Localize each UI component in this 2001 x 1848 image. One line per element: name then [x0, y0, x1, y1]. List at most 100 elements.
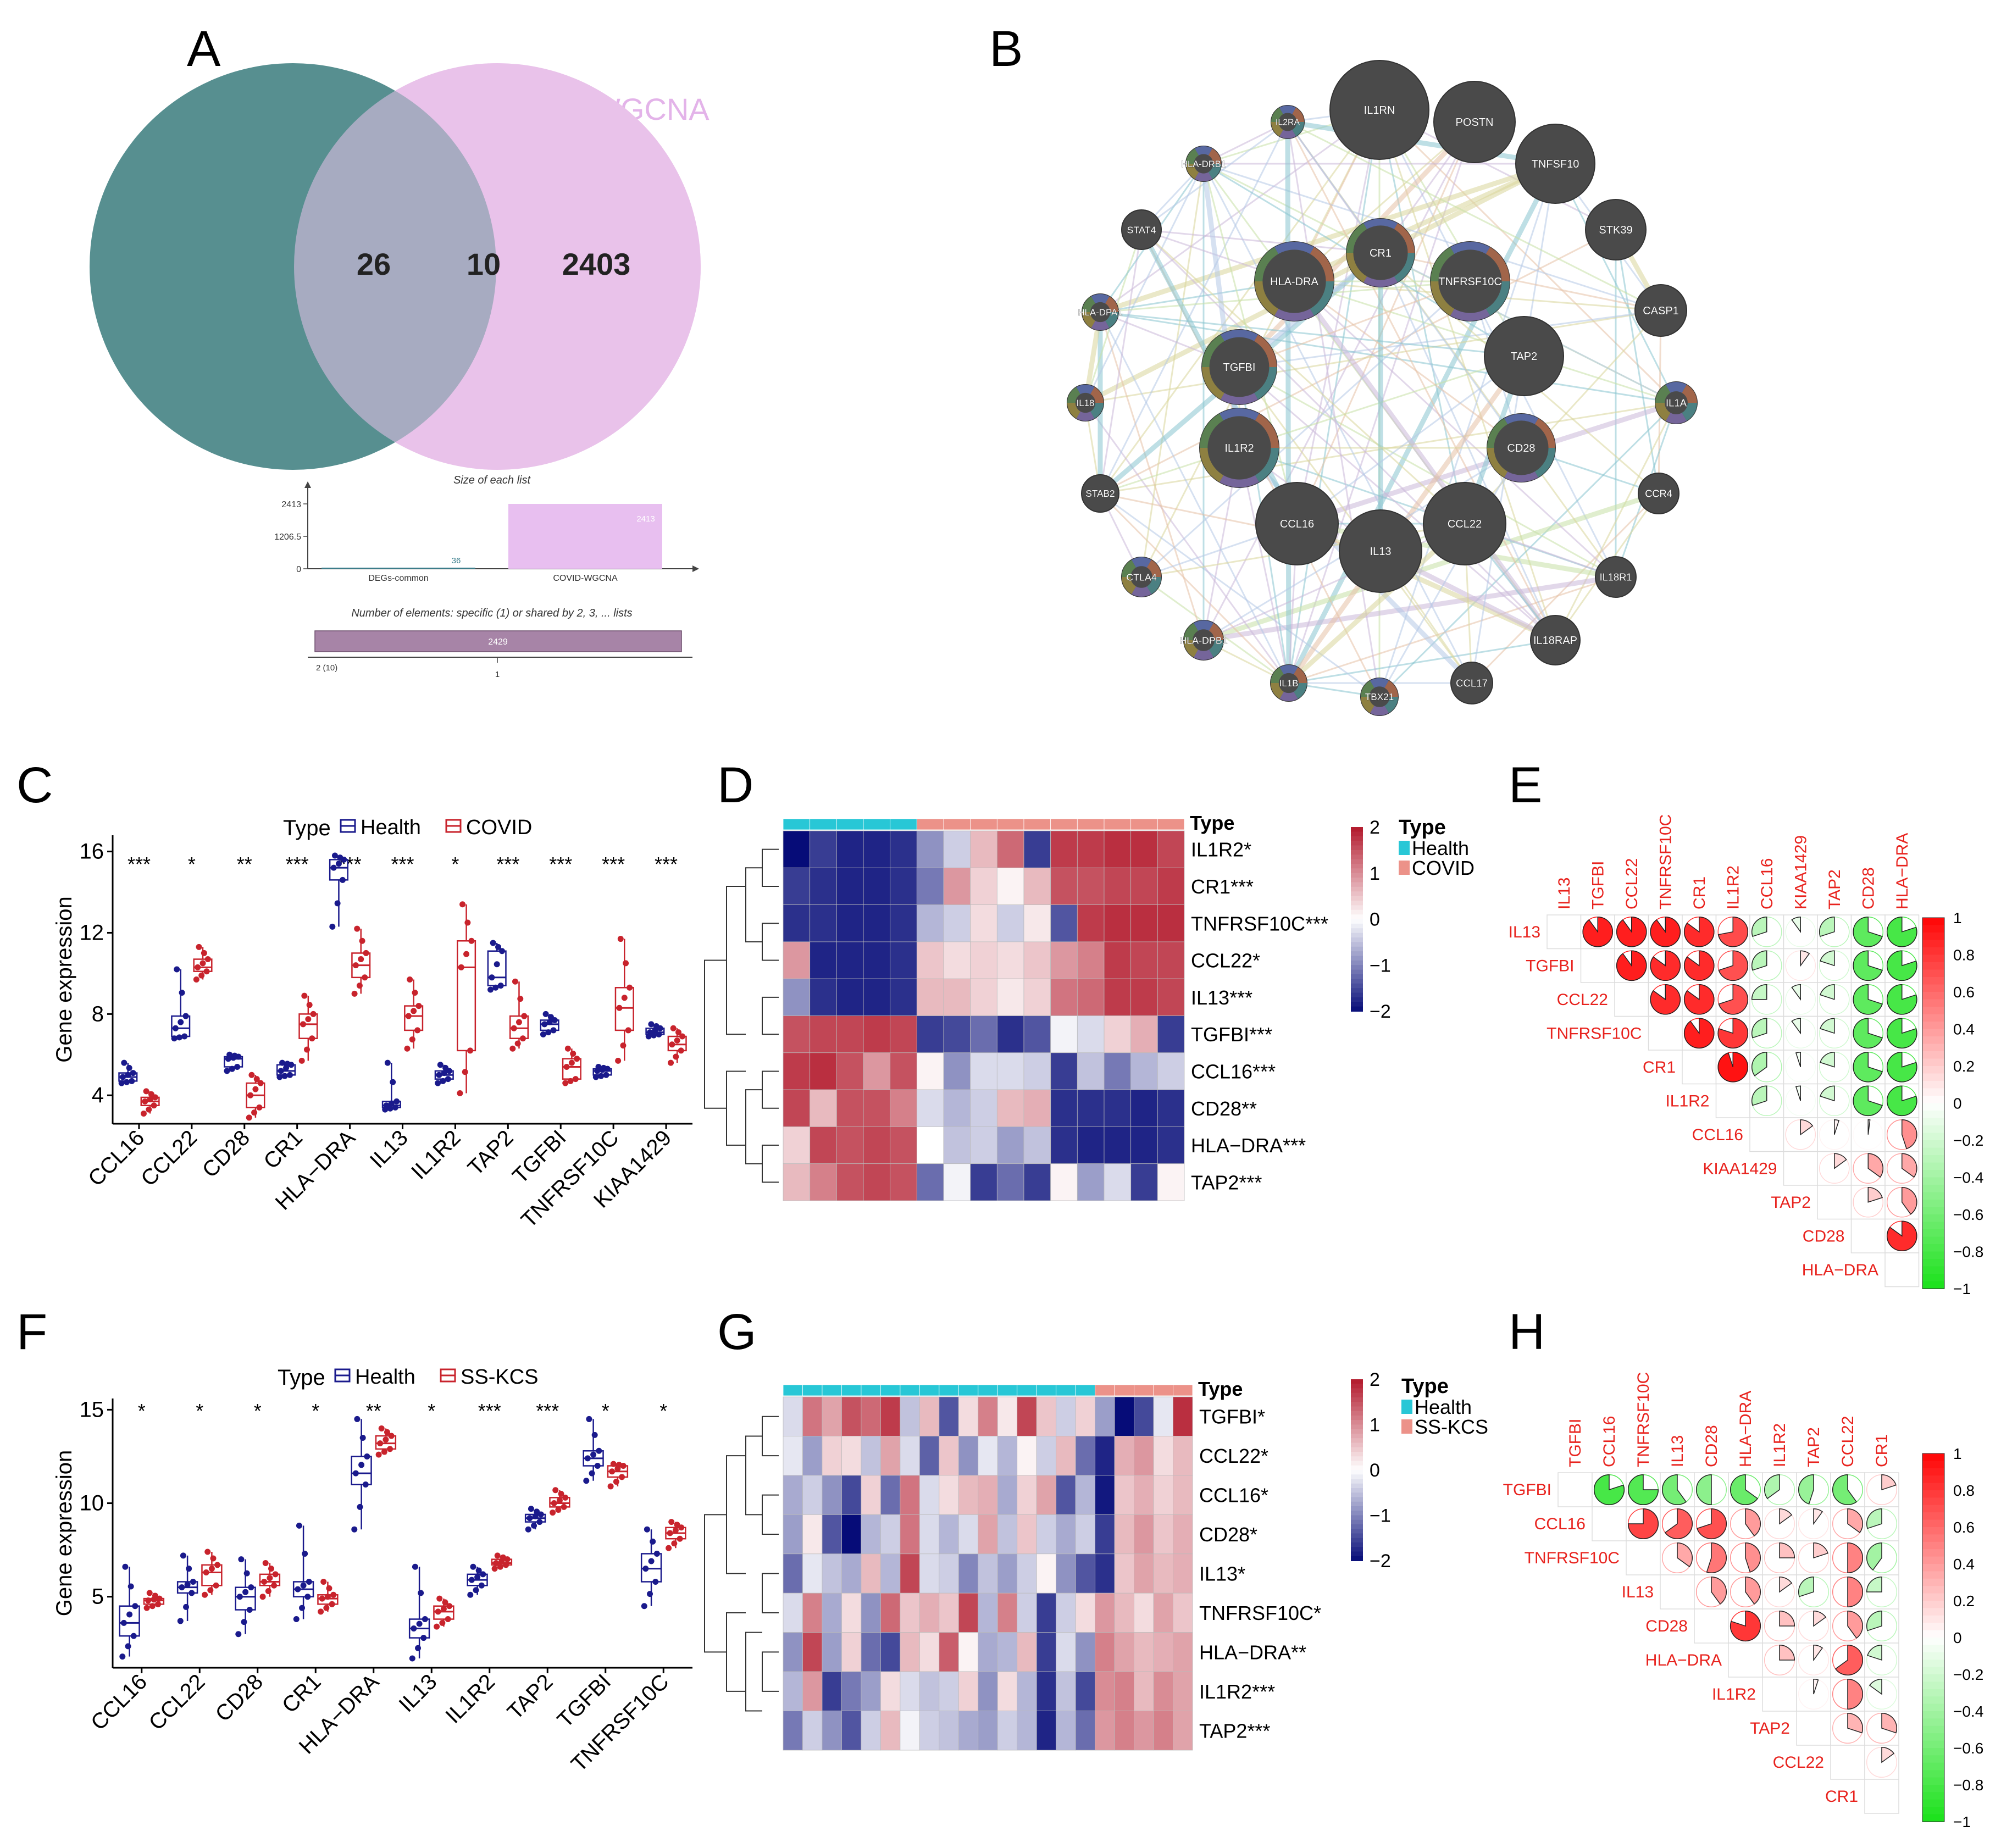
data-point: [309, 1035, 315, 1042]
heatmap-cell: [783, 1671, 803, 1711]
heatmap-cell: [861, 1553, 881, 1594]
data-point: [295, 1586, 301, 1592]
legend-label-health: Health: [355, 1366, 415, 1389]
node-circle: [1329, 60, 1429, 160]
row-label-tnfrsf10c: TNFRSF10C: [1525, 1549, 1620, 1567]
scale-step: [1351, 1465, 1363, 1470]
type-bar-cell: [836, 818, 864, 830]
corr-cell: [1547, 914, 1582, 950]
bar-name-degs-common: DEGs-common: [368, 574, 428, 583]
scale-step: [1351, 1384, 1363, 1389]
data-point: [208, 1566, 215, 1572]
node-pie-segment: [1271, 667, 1284, 683]
scale-step: [1351, 901, 1363, 906]
node-circle: [1515, 124, 1595, 204]
node-pie-segment: [1186, 164, 1199, 179]
heatmap-cell: [996, 867, 1024, 906]
corr-scale-tick: −0.2: [1953, 1132, 1983, 1149]
heatmap-cell: [1134, 1711, 1154, 1751]
data-point: [668, 1059, 674, 1066]
panel-d: D Type IL1R2* CR1*** TNFRSF10C*** CCL22* IL13*…: [704, 757, 1475, 1201]
heatmap-cell: [1104, 941, 1132, 979]
corr-scale-step: [1922, 1259, 1944, 1267]
heatmap-cell: [958, 1553, 979, 1594]
corr-scale-step: [1922, 1578, 1944, 1587]
corr-pie: [1834, 1119, 1840, 1135]
data-point: [120, 1619, 127, 1626]
data-point: [590, 1451, 597, 1458]
type-bar-cell: [1056, 1384, 1076, 1396]
corr-scale-step: [1922, 1799, 1944, 1808]
node-pie-segment: [1485, 247, 1510, 281]
row-label-cd28: CD28**: [1191, 1097, 1257, 1120]
node-label: STAB2: [1085, 488, 1115, 499]
corr-scale-tick: −0.8: [1953, 1244, 1983, 1261]
network-edge: [1099, 229, 1143, 494]
row-label-cr1: CR1: [1825, 1788, 1858, 1806]
corr-scale-step: [1922, 1807, 1944, 1815]
heatmap-cell: [880, 1671, 901, 1711]
corr-scale-step: [1922, 1601, 1944, 1609]
data-point: [603, 1072, 609, 1078]
significance-cr1: *: [312, 1400, 319, 1422]
y-tick-label: 10: [80, 1491, 104, 1516]
corr-scale-step: [1922, 1236, 1944, 1245]
heatmap-cell: [1104, 1126, 1132, 1164]
heatmap-cell: [841, 1514, 862, 1555]
node-label: TNFRSF10C: [1438, 276, 1502, 288]
network-edge: [1239, 280, 1471, 368]
scale-step: [1351, 1006, 1363, 1012]
corr-scale-step: [1922, 1029, 1944, 1037]
heatmap-cell: [916, 1052, 944, 1090]
corr-pie: [1717, 916, 1749, 947]
node-stat4: STAT4: [1121, 209, 1162, 250]
corr-pie: [1847, 1712, 1864, 1734]
heatmap-cell: [1050, 1089, 1078, 1127]
heatmap-cell: [900, 1671, 920, 1711]
data-point: [354, 1416, 361, 1422]
corr-scale-step: [1922, 1541, 1944, 1550]
heatmap-cell: [1017, 1514, 1037, 1555]
type-bar-cell: [958, 1384, 979, 1396]
scale-step: [1351, 909, 1363, 915]
corr-pie: [1650, 984, 1681, 1015]
heatmap-cell: [996, 1163, 1024, 1201]
data-point: [143, 1088, 149, 1095]
data-point: [231, 1052, 238, 1059]
heatmap-cell: [880, 1592, 901, 1633]
data-point: [203, 1569, 209, 1575]
heatmap-cell: [939, 1671, 959, 1711]
node-pie-segment: [1682, 403, 1697, 421]
data-point: [562, 1080, 569, 1086]
corr-pie: [1683, 1018, 1715, 1049]
row-label-tgfbi: TGFBI: [1526, 957, 1574, 975]
network-edge: [1084, 402, 1290, 684]
node-pie-segment: [1279, 664, 1298, 675]
heatmap-cell: [836, 904, 864, 942]
heatmap-cell: [1130, 1052, 1158, 1090]
corr-pie: [1867, 1153, 1884, 1178]
heatmap-cell: [1077, 1163, 1105, 1201]
corr-pie: [1881, 1712, 1898, 1734]
data-point: [644, 1526, 650, 1533]
data-point: [497, 1563, 503, 1570]
data-point: [596, 1447, 602, 1454]
node-label: HLA-DRB1: [1181, 159, 1226, 169]
data-point: [149, 1603, 156, 1610]
row-label-il1r2: IL1R2*: [1191, 839, 1251, 861]
significance-hla-dra: **: [366, 1400, 381, 1422]
data-point: [265, 1588, 271, 1594]
node-label: TAP2: [1511, 351, 1538, 363]
box-covid-tap2: [509, 1015, 529, 1039]
node-hla-dpa1: HLA-DPA1: [1078, 293, 1123, 331]
heatmap-cell: [1050, 904, 1078, 942]
heatmap-cell: [1114, 1553, 1134, 1594]
corr-cell: [1796, 1711, 1831, 1746]
type-bar-cell: [1095, 1384, 1115, 1396]
corr-cell: [1614, 982, 1649, 1017]
heatmap-cell: [996, 904, 1024, 942]
data-point: [434, 1623, 440, 1630]
heatmap-cell: [1153, 1475, 1173, 1515]
data-point: [279, 1059, 286, 1066]
